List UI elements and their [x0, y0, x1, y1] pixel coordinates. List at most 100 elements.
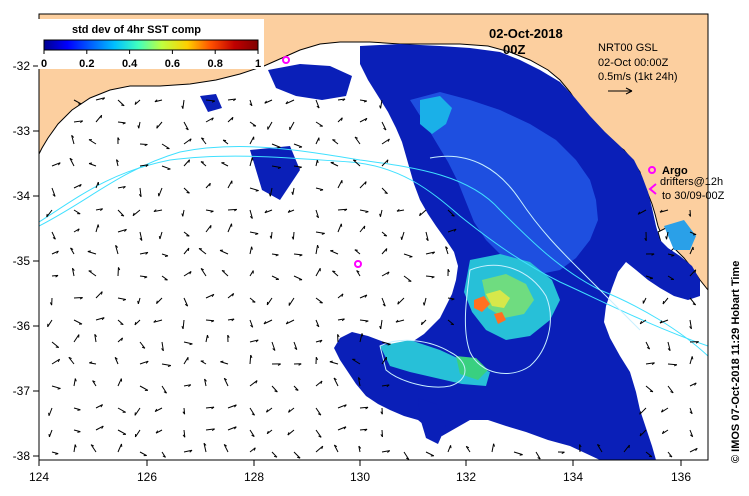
velocity-arrow [249, 297, 256, 303]
velocity-arrow [161, 363, 171, 366]
velocity-arrow [380, 319, 383, 329]
velocity-arrow [333, 444, 339, 453]
velocity-arrow [354, 136, 361, 145]
velocity-arrow-head [419, 212, 422, 216]
velocity-arrow [183, 384, 191, 387]
y-tick-label: -33 [13, 124, 31, 138]
velocity-arrow [200, 137, 207, 145]
velocity-arrow-head [285, 101, 289, 105]
velocity-arrow-head [691, 356, 694, 360]
velocity-arrow [359, 319, 369, 322]
velocity-arrow [153, 319, 163, 323]
velocity-arrow-head [383, 127, 387, 131]
velocity-arrow-head [317, 244, 319, 249]
velocity-arrow [88, 163, 97, 167]
velocity-arrow-head [189, 271, 192, 275]
velocity-arrow-head [649, 277, 653, 280]
velocity-arrow-head [211, 294, 215, 298]
velocity-arrow-head [122, 299, 126, 301]
velocity-arrow [73, 183, 82, 189]
velocity-arrow-head [55, 453, 59, 455]
velocity-arrow [117, 228, 127, 233]
velocity-arrow [139, 231, 143, 241]
velocity-arrow [337, 208, 347, 211]
velocity-arrow [227, 404, 237, 409]
velocity-arrow [395, 319, 405, 323]
velocity-arrow-head [100, 404, 103, 408]
velocity-arrow-head [263, 321, 267, 325]
velocity-arrow-head [77, 431, 81, 433]
velocity-arrow-head [405, 457, 410, 460]
velocity-arrow-head [447, 268, 450, 273]
velocity-arrow-head [334, 444, 338, 448]
velocity-arrow [203, 443, 207, 453]
velocity-arrow [381, 356, 387, 365]
colorbar-tick-label: 1 [255, 58, 261, 70]
velocity-arrow [156, 297, 163, 304]
velocity-arrow-head [255, 233, 259, 235]
velocity-arrow [332, 139, 339, 145]
velocity-arrow [271, 143, 281, 148]
velocity-arrow-head [364, 294, 368, 298]
velocity-arrow-head [694, 382, 697, 386]
velocity-arrow-head [386, 384, 390, 388]
velocity-arrow-head [232, 293, 235, 297]
velocity-arrow [337, 404, 347, 409]
velocity-arrow-head [211, 428, 215, 432]
velocity-arrow [359, 333, 363, 343]
velocity-arrow-head [121, 104, 125, 107]
velocity-arrow-head [341, 318, 345, 322]
velocity-arrow-head [186, 191, 190, 194]
velocity-arrow-head [154, 99, 158, 103]
velocity-arrow [315, 268, 321, 277]
velocity-arrow-head [662, 300, 665, 305]
velocity-arrow-head [354, 136, 358, 139]
velocity-arrow [73, 444, 76, 453]
velocity-arrow [271, 451, 278, 458]
velocity-arrow-head [354, 249, 358, 251]
velocity-arrow [356, 270, 361, 277]
velocity-arrow-head [206, 334, 209, 339]
velocity-arrow-head [167, 365, 171, 367]
velocity-arrow-head [274, 390, 278, 393]
velocity-arrow [381, 297, 386, 307]
velocity-arrow-head [124, 229, 127, 232]
velocity-arrow [689, 209, 692, 217]
velocity-arrow-head [363, 225, 366, 230]
velocity-arrow-head [692, 303, 696, 306]
velocity-arrow [381, 248, 388, 255]
velocity-arrow [95, 224, 99, 233]
velocity-arrow-head [340, 117, 343, 121]
velocity-arrow-head [250, 354, 253, 359]
x-tick-label: 132 [456, 470, 476, 484]
velocity-arrow [205, 182, 211, 189]
velocity-arrow-head [188, 384, 192, 387]
velocity-arrow [73, 99, 82, 105]
velocity-arrow [269, 187, 273, 197]
velocity-arrow [249, 447, 256, 453]
velocity-arrow [223, 444, 229, 453]
velocity-arrow-head [231, 318, 235, 322]
velocity-arrow [447, 445, 452, 453]
velocity-arrow [381, 187, 388, 194]
velocity-arrow [645, 275, 654, 279]
velocity-arrow-head [295, 389, 299, 391]
velocity-arrow [223, 378, 229, 387]
velocity-arrow [114, 357, 119, 365]
velocity-arrow-head [184, 303, 188, 307]
velocity-arrow [264, 99, 273, 104]
velocity-arrow-head [317, 413, 322, 416]
velocity-arrow-head [120, 214, 125, 217]
velocity-arrow-head [387, 343, 391, 346]
velocity-arrow [117, 185, 126, 189]
velocity-arrow [154, 407, 163, 412]
velocity-arrow [263, 319, 273, 325]
velocity-arrow-head [121, 337, 124, 341]
velocity-arrow [659, 319, 669, 324]
colorbar-title: std dev of 4hr SST comp [72, 24, 201, 36]
velocity-arrow [315, 445, 324, 453]
velocity-arrow-head [318, 435, 322, 438]
velocity-arrow [447, 209, 455, 217]
velocity-arrow-head [188, 159, 191, 163]
velocity-arrow [661, 407, 669, 413]
